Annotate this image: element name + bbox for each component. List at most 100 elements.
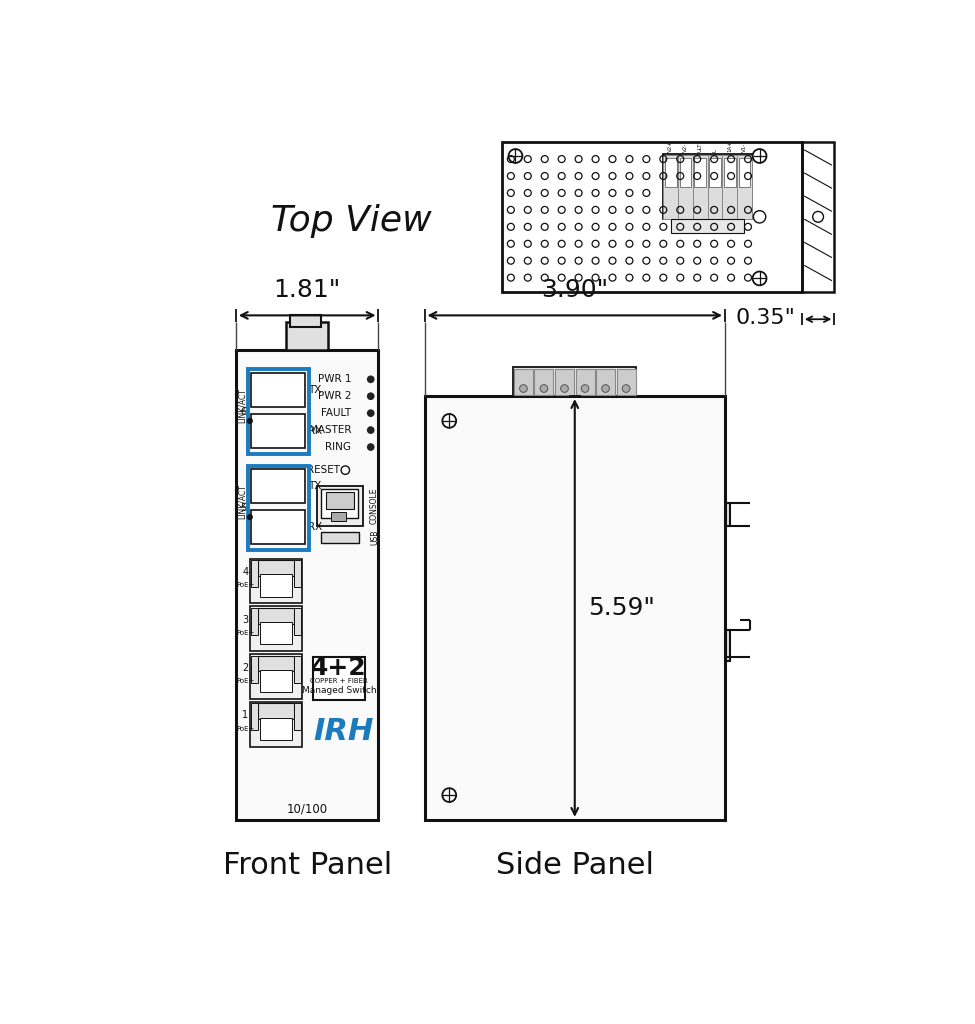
Bar [501, 142, 801, 292]
Bar [252, 703, 257, 730]
Circle shape [520, 385, 527, 392]
Text: 5: 5 [241, 503, 247, 513]
Circle shape [540, 385, 548, 392]
Circle shape [367, 410, 374, 417]
Bar [294, 703, 300, 730]
Text: LINK/ACT: LINK/ACT [238, 388, 247, 423]
Text: RX: RX [307, 426, 322, 436]
Bar [252, 608, 257, 635]
Text: PoE+: PoE+ [236, 583, 254, 589]
Bar [534, 369, 554, 394]
Bar [317, 485, 363, 525]
Bar [709, 158, 721, 187]
Bar [250, 654, 302, 698]
Bar [663, 156, 678, 219]
Text: RESET: RESET [307, 465, 340, 475]
Text: Top View: Top View [271, 204, 432, 238]
Bar [260, 670, 292, 692]
Text: 5.59": 5.59" [589, 596, 655, 620]
Text: PoE+: PoE+ [236, 630, 254, 636]
Bar [260, 574, 292, 597]
Circle shape [247, 418, 253, 424]
Text: PWR 2: PWR 2 [318, 391, 351, 401]
Circle shape [247, 514, 253, 520]
Bar [726, 631, 730, 662]
Bar [693, 156, 708, 219]
Bar [737, 156, 752, 219]
Text: CONSOLE: CONSOLE [370, 487, 379, 524]
Bar [321, 531, 359, 544]
Bar [294, 655, 300, 683]
Bar [326, 492, 354, 509]
Text: TX: TX [307, 481, 321, 492]
Bar [514, 369, 533, 394]
Text: L: L [713, 150, 718, 153]
Circle shape [367, 443, 374, 451]
Text: 1A+: 1A+ [727, 140, 732, 153]
Text: 0.35": 0.35" [736, 307, 796, 328]
Bar [616, 369, 636, 394]
Bar [313, 657, 366, 699]
Bar [331, 512, 346, 521]
Bar [248, 370, 309, 454]
Text: 1: 1 [242, 711, 249, 720]
Text: V2-: V2- [682, 143, 688, 153]
Text: 10/100: 10/100 [287, 803, 328, 815]
Bar [290, 315, 321, 327]
Text: IRH: IRH [314, 718, 374, 746]
Circle shape [581, 385, 589, 392]
Bar [252, 510, 305, 544]
Circle shape [622, 385, 630, 392]
Bar [250, 559, 302, 603]
Text: V1-: V1- [742, 143, 747, 153]
Bar [801, 142, 835, 292]
Bar [252, 414, 305, 447]
Bar [663, 154, 752, 219]
Bar [425, 396, 725, 820]
Text: V2+: V2+ [668, 140, 673, 153]
Bar [260, 622, 292, 644]
Bar [555, 369, 574, 394]
Text: Managed Switch: Managed Switch [302, 686, 376, 695]
Bar [252, 373, 305, 407]
Bar [739, 158, 751, 187]
Text: 3.90": 3.90" [541, 278, 608, 301]
Bar [257, 560, 294, 575]
Text: TX: TX [307, 385, 321, 395]
Bar [513, 367, 637, 396]
Text: 3: 3 [242, 614, 249, 625]
Text: USB: USB [370, 529, 379, 545]
Bar [286, 322, 329, 350]
Circle shape [367, 426, 374, 434]
Text: 6: 6 [241, 407, 247, 417]
Text: FAULT: FAULT [322, 409, 351, 418]
Bar [257, 608, 294, 624]
Text: LINK/ACT: LINK/ACT [238, 484, 247, 519]
Bar [236, 350, 378, 820]
Text: Front Panel: Front Panel [222, 851, 392, 880]
Bar [250, 606, 302, 651]
Bar [260, 718, 292, 740]
Bar [665, 158, 677, 187]
Text: 4+2: 4+2 [311, 656, 367, 680]
Bar [694, 158, 706, 187]
Bar [252, 469, 305, 503]
Bar [678, 156, 693, 219]
Text: PWR 1: PWR 1 [318, 375, 351, 384]
Bar [575, 369, 595, 394]
Bar [248, 466, 309, 550]
Text: COPPER + FIBER: COPPER + FIBER [310, 678, 368, 684]
Bar [322, 489, 359, 518]
Circle shape [561, 385, 568, 392]
Bar [726, 503, 730, 526]
Text: RX: RX [307, 522, 322, 532]
Circle shape [367, 392, 374, 400]
Text: 2: 2 [242, 663, 249, 673]
Bar [680, 158, 691, 187]
Bar [294, 608, 300, 635]
Text: RING: RING [326, 442, 351, 452]
Bar [671, 219, 744, 233]
Text: ULT: ULT [698, 142, 703, 153]
Bar [250, 701, 302, 746]
Circle shape [602, 385, 609, 392]
